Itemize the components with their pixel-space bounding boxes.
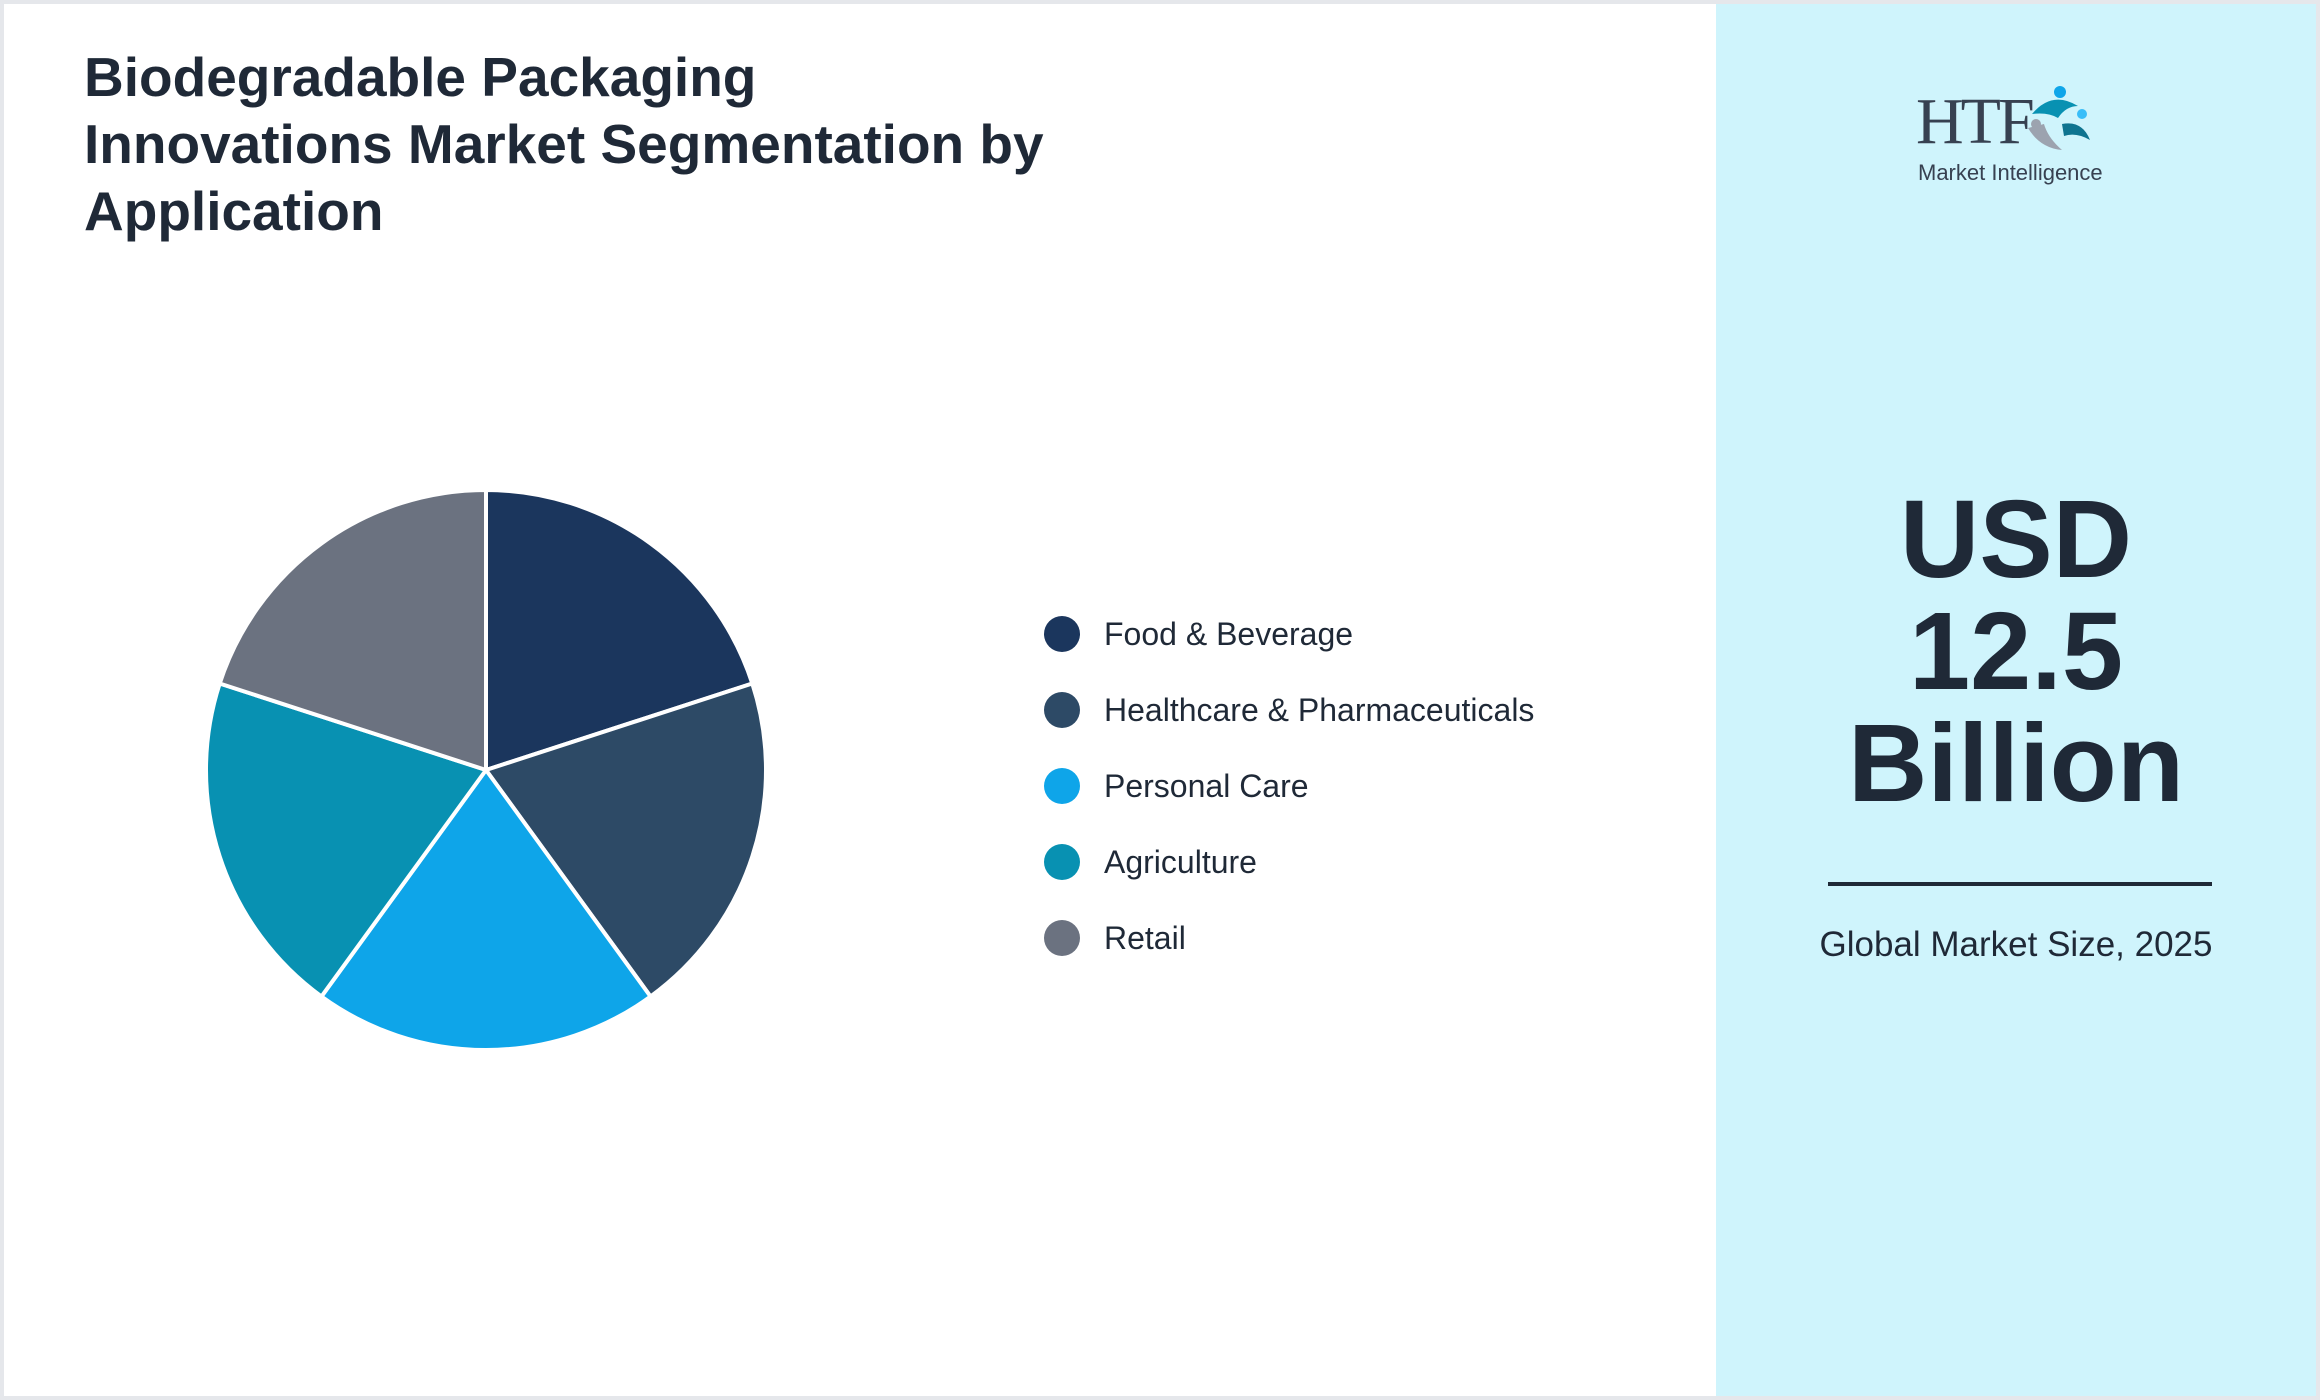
pie-chart (204, 488, 768, 1052)
divider-line (1828, 882, 2212, 886)
market-size-panel: HTF Market Intelligence USD 12.5 Billion G… (1716, 4, 2316, 1396)
legend-swatch (1044, 616, 1080, 652)
legend-item: Healthcare & Pharmaceuticals (1044, 672, 1534, 748)
pie-slice-personal-care (319, 768, 653, 1052)
infographic-frame: Biodegradable Packaging Innovations Mark… (4, 4, 2316, 1396)
market-size-caption: Global Market Size, 2025 (1819, 925, 2213, 964)
legend-label: Retail (1104, 919, 1186, 956)
legend-swatch (1044, 768, 1080, 804)
market-size-value: USD 12.5 Billion (1716, 484, 2316, 820)
legend-item: Food & Beverage (1044, 596, 1534, 672)
logo-brand-text: HTF (1916, 85, 2035, 158)
legend-label: Personal Care (1104, 767, 1309, 804)
logo-figures-icon (2028, 86, 2090, 150)
pie-slice-agriculture (204, 681, 488, 999)
logo-subtitle: Market Intelligence (1918, 160, 2103, 185)
market-size-value-line: Billion (1847, 702, 2185, 825)
legend-item: Retail (1044, 900, 1534, 976)
legend-swatch (1044, 920, 1080, 956)
legend-label: Healthcare & Pharmaceuticals (1104, 691, 1535, 728)
pie-slice-food-beverage (484, 488, 755, 772)
legend-label: Food & Beverage (1104, 615, 1354, 652)
pie-slice-healthcare-pharmaceuticals (484, 681, 768, 999)
market-size-value-line: 12.5 (1908, 590, 2124, 713)
chart-title: Biodegradable Packaging Innovations Mark… (84, 46, 1044, 242)
chart-legend: Food & Beverage Healthcare & Pharmaceutic… (1044, 596, 1534, 976)
main-panel: Biodegradable Packaging Innovations Mark… (4, 4, 1716, 1396)
legend-swatch (1044, 844, 1080, 880)
legend-swatch (1044, 692, 1080, 728)
legend-item: Agriculture (1044, 824, 1534, 900)
legend-item: Personal Care (1044, 748, 1534, 824)
legend-label: Agriculture (1104, 843, 1257, 880)
pie-slice-retail (217, 488, 488, 772)
market-size-value-line: USD (1899, 478, 2133, 601)
company-logo: HTF Market Intelligence (1916, 80, 2116, 190)
